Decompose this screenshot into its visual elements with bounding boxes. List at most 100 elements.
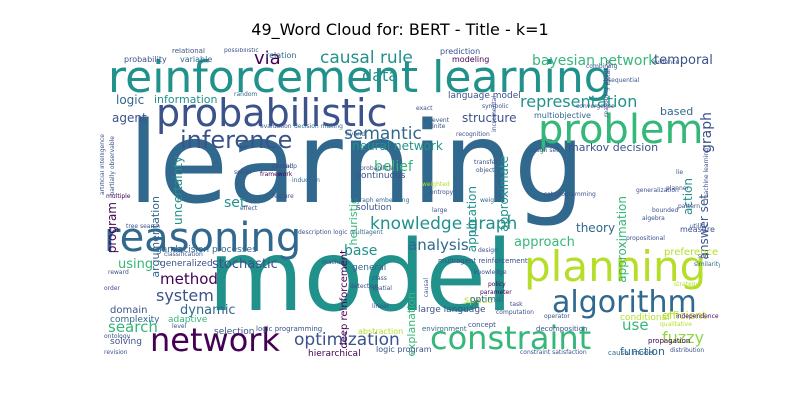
word-reward: reward [108, 269, 129, 276]
word-method: method [160, 270, 218, 288]
word-entropy: entropy [430, 189, 454, 196]
word-knowledge: knowledge [474, 269, 507, 276]
word-conditional: conditional [620, 313, 670, 323]
word-machine-learning: machine learning [703, 148, 710, 201]
word-generalized: generalized [160, 259, 213, 269]
word-hybrid: hybrid [346, 131, 366, 138]
word-model: model [208, 220, 514, 334]
word-possibilistic: possibilistic [224, 48, 259, 54]
word-neural-network: neural network [352, 139, 443, 153]
word-design: design [478, 247, 498, 254]
word-decision-making: decision making [294, 123, 343, 130]
word-multiobjective: multiobjective [534, 111, 591, 120]
word-causal: causal [423, 278, 430, 298]
word-inference: inference [180, 126, 293, 154]
word-fuzzy: fuzzy [662, 328, 705, 347]
word-machine: machine [322, 259, 348, 266]
word-operator: operator [544, 313, 570, 320]
word-cloud: learning model reinforcement learning pr… [100, 48, 720, 358]
word-decision-processes: decision processes [172, 245, 257, 255]
word-probabilistic: probabilistic [156, 91, 388, 135]
word-artificial-intelligence: artificial intelligence [100, 134, 106, 195]
word-based: based [660, 105, 694, 118]
word-recognition: recognition [456, 131, 490, 138]
word-semantic: semantic [344, 124, 422, 144]
word-exact: exact [416, 105, 433, 112]
word-revision: revision [104, 349, 128, 356]
word-belief: belief [374, 159, 413, 175]
word-program: program [105, 202, 119, 254]
word-preference: preference [664, 247, 719, 258]
word-representation: representation [520, 92, 638, 111]
word-complexity: complexity [110, 315, 160, 325]
word-constraint-satisfaction: constraint satisfaction [520, 349, 587, 356]
word-finite: finite [430, 123, 446, 130]
word-policy: policy [488, 281, 506, 288]
word-pomdp: pomdp [276, 163, 297, 170]
word-large-language: large language [418, 305, 486, 315]
word-evidence: evidence [652, 59, 680, 66]
word-causal-rule: causal rule [320, 48, 413, 68]
word-planning: planning [524, 242, 707, 291]
word-probabilities: probabilities [360, 165, 397, 172]
word-efficient: efficient [662, 309, 707, 322]
word-weighted: weighted [422, 181, 450, 188]
word-search: search [108, 318, 158, 336]
word-learning: learning [128, 99, 585, 229]
word-selection: selection [214, 327, 255, 337]
word-generalization: generalization [636, 187, 679, 194]
word-multiagent-reinforcement: multiagent reinforcement [438, 257, 528, 265]
word-parameter: parameter [480, 289, 512, 296]
word-propositional: propositional [626, 235, 665, 242]
word-algebra: algebra [642, 215, 665, 222]
word-feature: feature [272, 193, 294, 200]
word-independence: independence [676, 313, 719, 320]
word-bounded: bounded [652, 207, 679, 214]
word-variable: variable [180, 55, 213, 64]
word-propagation: propagation [648, 337, 691, 345]
word-base: base [344, 243, 378, 259]
word-theory: theory [576, 221, 616, 235]
word-pattern: pattern [678, 203, 701, 210]
word-via: via [254, 48, 281, 69]
word-lie: lie [676, 169, 684, 176]
word-classification: classification [164, 251, 203, 258]
word-instance: instance [605, 60, 612, 86]
word-information: information [154, 93, 218, 106]
word-soft: soft [698, 253, 710, 260]
word-causal-model: causal model [608, 349, 655, 357]
word-data: data [362, 66, 399, 85]
word-symbolic: symbolic [482, 103, 509, 110]
word-knowledge-graph: knowledge graph [370, 214, 518, 234]
word-continuous: continuous [356, 171, 406, 181]
word-approximate: approximate [497, 156, 511, 232]
word-dynamic: dynamic [180, 303, 236, 318]
word-approach: approach [514, 235, 575, 250]
word-general: general [352, 263, 387, 273]
word-adaptive: adaptive [168, 315, 208, 325]
word-reasoning: reasoning [104, 215, 302, 261]
word-convergence: convergence [576, 103, 615, 110]
word-reinforcement-learning: reinforcement learning [108, 52, 612, 103]
word-partial: partial [272, 163, 292, 170]
word-solution: solution [356, 203, 392, 213]
word-transfer: transfer [474, 159, 498, 166]
word-set: set [224, 195, 246, 211]
word-object: object [476, 167, 495, 174]
word-abstraction: abstraction [358, 327, 404, 336]
word-rough-set: rough set [530, 147, 559, 154]
word-temporal: temporal [654, 53, 713, 68]
word-event: event [432, 117, 450, 124]
word-spatial: spatial [372, 285, 392, 292]
word-modeling: modeling [452, 55, 490, 64]
word-combining: combining [586, 63, 618, 70]
word-ontology: ontology [104, 333, 131, 340]
word-sequential: sequential [608, 77, 640, 84]
word-set-programming: set programming [544, 191, 596, 198]
word-evaluation: evaluation [260, 123, 292, 130]
word-logic-programming: logic programming [256, 325, 323, 333]
word-relation: relation [266, 51, 297, 60]
word-hierarchical: hierarchical [308, 349, 361, 359]
word-game: game [156, 245, 182, 255]
word-stochastic: stochastic [212, 257, 278, 272]
